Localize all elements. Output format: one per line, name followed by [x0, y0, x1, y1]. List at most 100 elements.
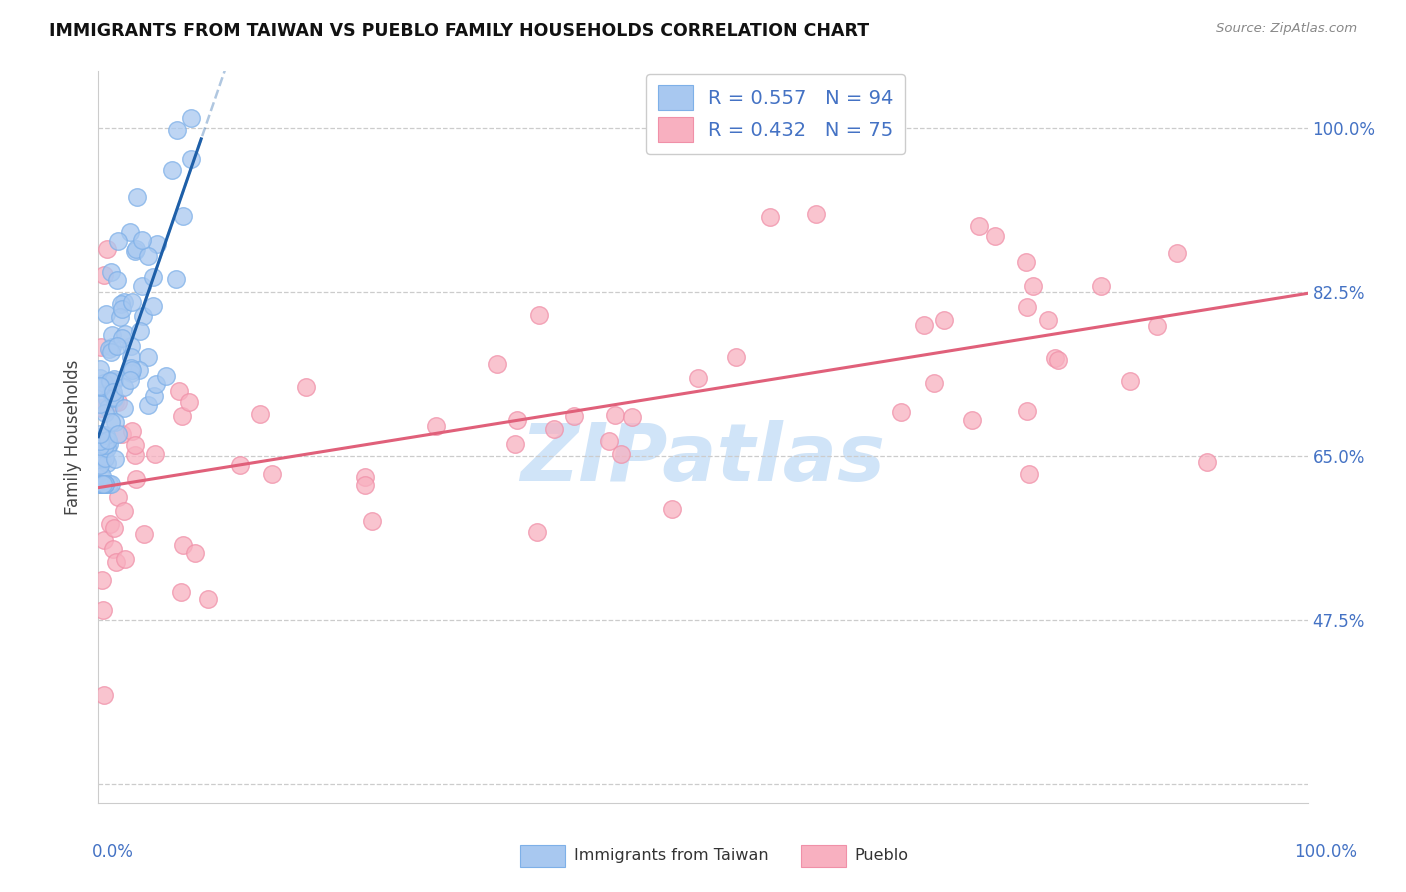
Point: [112, 379, 135, 393]
Point: [960, 413, 983, 427]
Point: [145, 447, 167, 461]
Point: [172, 538, 194, 552]
Point: [197, 591, 219, 606]
Point: [967, 219, 990, 233]
Point: [90, 477, 112, 491]
Point: [90, 477, 112, 491]
Point: [89, 466, 111, 480]
Point: [759, 210, 782, 224]
Point: [249, 407, 271, 421]
Point: [93, 376, 115, 391]
Point: [103, 391, 125, 405]
Text: 0.0%: 0.0%: [91, 843, 134, 861]
Point: [661, 502, 683, 516]
Point: [804, 207, 827, 221]
Point: [180, 112, 202, 126]
Point: [94, 477, 117, 491]
Point: [620, 410, 643, 425]
Point: [1038, 313, 1060, 327]
Point: [94, 438, 117, 452]
Point: [605, 408, 627, 422]
Point: [89, 379, 111, 393]
Point: [125, 189, 148, 203]
Point: [136, 350, 159, 364]
Point: [526, 525, 548, 540]
Point: [354, 477, 377, 491]
Point: [136, 249, 159, 263]
Point: [93, 688, 115, 702]
Point: [146, 236, 169, 251]
Point: [91, 468, 114, 483]
Point: [111, 301, 134, 316]
Point: [932, 313, 955, 327]
Text: Immigrants from Taiwan: Immigrants from Taiwan: [574, 848, 768, 863]
Point: [984, 229, 1007, 244]
Point: [170, 585, 193, 599]
Point: [89, 477, 111, 491]
Point: [160, 163, 183, 178]
Text: ZIPatlas: ZIPatlas: [520, 420, 886, 498]
Point: [89, 362, 111, 376]
Point: [120, 360, 142, 375]
Point: [98, 437, 121, 451]
Point: [294, 380, 316, 394]
Point: [110, 310, 132, 324]
Point: [97, 477, 120, 491]
Point: [132, 526, 155, 541]
Point: [124, 437, 146, 451]
Point: [121, 294, 143, 309]
Point: [96, 441, 118, 455]
Point: [96, 392, 118, 406]
Point: [598, 434, 620, 449]
Point: [120, 350, 142, 364]
Point: [100, 327, 122, 342]
Point: [89, 434, 111, 449]
Point: [118, 372, 141, 386]
Point: [91, 603, 114, 617]
Point: [100, 415, 122, 429]
Point: [166, 123, 188, 137]
Point: [97, 342, 120, 356]
Text: IMMIGRANTS FROM TAIWAN VS PUEBLO FAMILY HOUSEHOLDS CORRELATION CHART: IMMIGRANTS FROM TAIWAN VS PUEBLO FAMILY …: [49, 22, 869, 40]
Point: [506, 413, 529, 427]
Point: [107, 394, 129, 409]
Point: [143, 389, 166, 403]
Point: [89, 440, 111, 454]
Text: 100.0%: 100.0%: [1294, 843, 1357, 861]
Point: [124, 472, 146, 486]
Point: [527, 308, 550, 322]
Point: [93, 477, 115, 491]
Point: [89, 426, 111, 441]
Point: [91, 453, 114, 467]
Point: [93, 268, 115, 283]
Point: [184, 546, 207, 560]
Point: [914, 318, 936, 332]
Point: [165, 271, 187, 285]
Point: [353, 470, 375, 484]
Point: [503, 437, 526, 451]
Point: [100, 344, 122, 359]
Point: [562, 409, 585, 423]
Point: [90, 401, 112, 416]
Point: [100, 265, 122, 279]
Point: [90, 429, 112, 443]
Point: [89, 397, 111, 411]
Point: [118, 225, 141, 239]
Point: [1119, 374, 1142, 388]
Point: [1015, 300, 1038, 314]
Point: [101, 340, 124, 354]
Point: [262, 467, 284, 481]
Point: [96, 456, 118, 470]
Point: [1047, 352, 1070, 367]
Point: [724, 351, 747, 365]
Point: [136, 399, 159, 413]
Point: [100, 385, 122, 400]
Point: [131, 279, 153, 293]
Point: [107, 234, 129, 248]
Point: [91, 574, 114, 588]
Point: [229, 458, 252, 473]
Y-axis label: Family Households: Family Households: [65, 359, 83, 515]
Point: [93, 533, 115, 548]
Point: [128, 363, 150, 377]
Point: [103, 521, 125, 535]
